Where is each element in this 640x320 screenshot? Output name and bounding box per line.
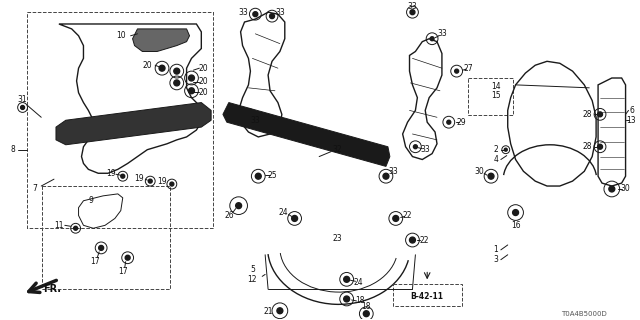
Circle shape [159, 65, 165, 71]
Text: 11: 11 [54, 221, 63, 230]
Text: 2: 2 [493, 145, 499, 154]
Text: 4: 4 [493, 155, 499, 164]
Circle shape [236, 203, 241, 209]
Text: 7: 7 [32, 184, 37, 194]
Text: 17: 17 [90, 257, 100, 266]
Text: 17: 17 [118, 267, 127, 276]
Polygon shape [223, 102, 390, 166]
Text: 26: 26 [224, 211, 234, 220]
Text: 30: 30 [621, 184, 630, 194]
Circle shape [410, 237, 415, 243]
Text: 25: 25 [268, 171, 277, 180]
Circle shape [255, 173, 261, 179]
Text: B-42-11: B-42-11 [411, 292, 444, 300]
Text: 14: 14 [491, 82, 500, 91]
Text: 33: 33 [388, 167, 397, 176]
Circle shape [413, 145, 417, 149]
Text: 13: 13 [627, 116, 636, 125]
Circle shape [277, 308, 283, 314]
Circle shape [99, 245, 104, 250]
Text: 28: 28 [582, 142, 592, 151]
Circle shape [364, 311, 369, 317]
Text: 12: 12 [248, 275, 257, 284]
Circle shape [148, 179, 152, 183]
Text: 3: 3 [493, 255, 499, 264]
Text: 19: 19 [134, 174, 144, 183]
Circle shape [430, 37, 434, 41]
Circle shape [246, 112, 251, 117]
Text: 5: 5 [250, 265, 255, 274]
Text: 1: 1 [493, 245, 499, 254]
Bar [26, 12, 213, 228]
Text: 28: 28 [582, 110, 592, 119]
Circle shape [598, 112, 602, 117]
Circle shape [253, 12, 258, 17]
Text: 8: 8 [10, 145, 15, 154]
Circle shape [410, 10, 415, 15]
Text: 33: 33 [275, 8, 285, 17]
Text: 20: 20 [198, 77, 208, 86]
Circle shape [125, 255, 130, 260]
Circle shape [504, 148, 508, 151]
Circle shape [454, 69, 459, 73]
Circle shape [174, 68, 180, 74]
Text: 19: 19 [157, 177, 167, 186]
Text: 22: 22 [403, 211, 412, 220]
Text: FR.: FR. [43, 284, 61, 294]
Circle shape [488, 173, 494, 179]
Text: 10: 10 [116, 31, 125, 40]
Text: 16: 16 [511, 221, 520, 230]
Bar [468, 78, 513, 115]
Circle shape [513, 210, 518, 215]
Circle shape [393, 215, 399, 221]
Text: 6: 6 [629, 106, 634, 115]
Text: 33: 33 [250, 116, 260, 125]
Circle shape [74, 226, 77, 230]
Text: 33: 33 [239, 8, 248, 17]
Text: 18: 18 [356, 296, 365, 305]
Text: 21: 21 [263, 307, 273, 316]
Text: 30: 30 [474, 167, 484, 176]
Circle shape [269, 14, 275, 19]
Text: 15: 15 [491, 91, 500, 100]
Text: 32: 32 [332, 145, 342, 154]
Text: 33: 33 [437, 29, 447, 38]
Bar [42, 186, 170, 289]
Text: 23: 23 [332, 234, 342, 243]
Text: T0A4B5000D: T0A4B5000D [561, 311, 607, 317]
Text: 27: 27 [463, 64, 473, 73]
Circle shape [292, 215, 298, 221]
Text: 31: 31 [18, 95, 28, 104]
Polygon shape [56, 102, 211, 145]
Text: 33: 33 [420, 145, 430, 154]
Circle shape [598, 144, 602, 149]
Circle shape [609, 186, 615, 192]
Circle shape [189, 75, 195, 81]
Circle shape [447, 120, 451, 124]
Text: 24: 24 [354, 278, 364, 287]
Text: 19: 19 [106, 169, 116, 178]
Text: 20: 20 [143, 61, 152, 70]
Circle shape [344, 276, 349, 282]
Circle shape [121, 174, 125, 178]
Text: 20: 20 [198, 64, 208, 73]
Circle shape [383, 173, 389, 179]
Circle shape [170, 182, 174, 186]
Circle shape [344, 296, 349, 302]
Text: 22: 22 [419, 236, 429, 244]
Text: 18: 18 [362, 302, 371, 311]
Text: 33: 33 [408, 2, 417, 11]
Circle shape [189, 88, 195, 94]
Text: 9: 9 [89, 196, 94, 205]
Bar [393, 284, 461, 306]
Circle shape [20, 106, 24, 109]
Polygon shape [132, 29, 189, 52]
Text: 29: 29 [457, 118, 467, 127]
Circle shape [174, 80, 180, 86]
Text: 20: 20 [198, 88, 208, 97]
Text: 24: 24 [278, 208, 287, 217]
